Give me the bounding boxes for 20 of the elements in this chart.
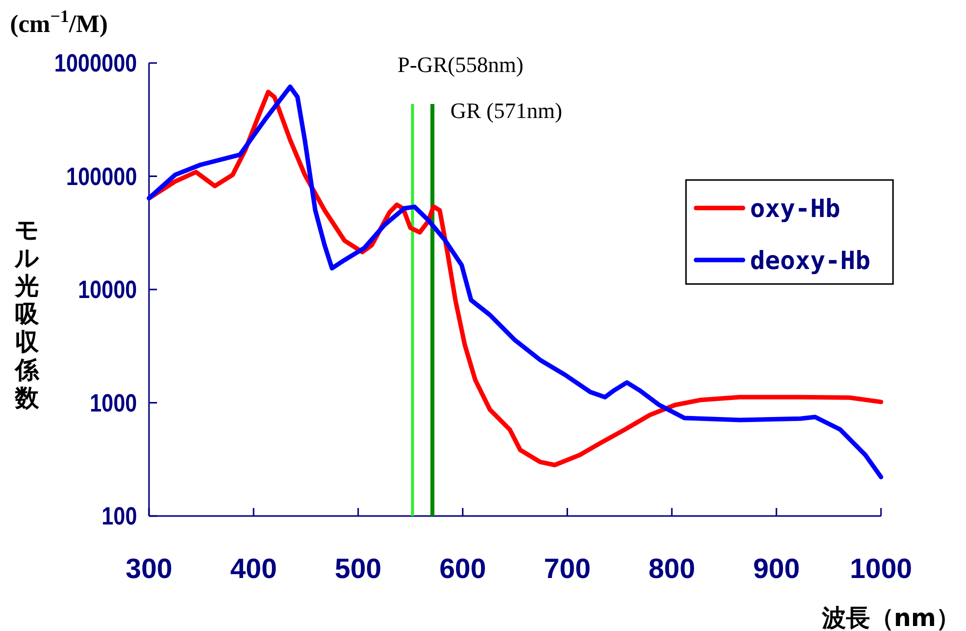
y-tick-label: 10000 bbox=[78, 275, 137, 304]
y-axis-title: モル光吸収係数 bbox=[14, 216, 40, 412]
x-tick-label: 900 bbox=[753, 553, 800, 584]
x-tick-label: 400 bbox=[230, 553, 277, 584]
ref-line-label: GR (571nm) bbox=[450, 98, 562, 123]
ref-line-label: P-GR(558nm) bbox=[398, 52, 524, 77]
text: (cm$^{−1}$/M) bbox=[10, 6, 108, 38]
x-tick-label: 500 bbox=[334, 553, 382, 584]
x-tick-label: 800 bbox=[648, 553, 696, 584]
x-axis-title: 波長（nm） bbox=[820, 604, 960, 631]
x-tick-label: 600 bbox=[439, 553, 486, 584]
y-tick-label: 1000 bbox=[90, 388, 137, 417]
x-tick-label: 1000 bbox=[850, 553, 912, 584]
x-tick-label: 700 bbox=[544, 553, 591, 584]
legend-label: deoxy-Hb bbox=[750, 246, 870, 275]
y-tick-label: 1000000 bbox=[54, 48, 137, 78]
y-tick-label: 100 bbox=[102, 502, 137, 530]
legend-label: oxy-Hb bbox=[750, 194, 840, 223]
y-tick-label: 100000 bbox=[66, 162, 137, 190]
x-tick-label: 300 bbox=[126, 553, 172, 584]
